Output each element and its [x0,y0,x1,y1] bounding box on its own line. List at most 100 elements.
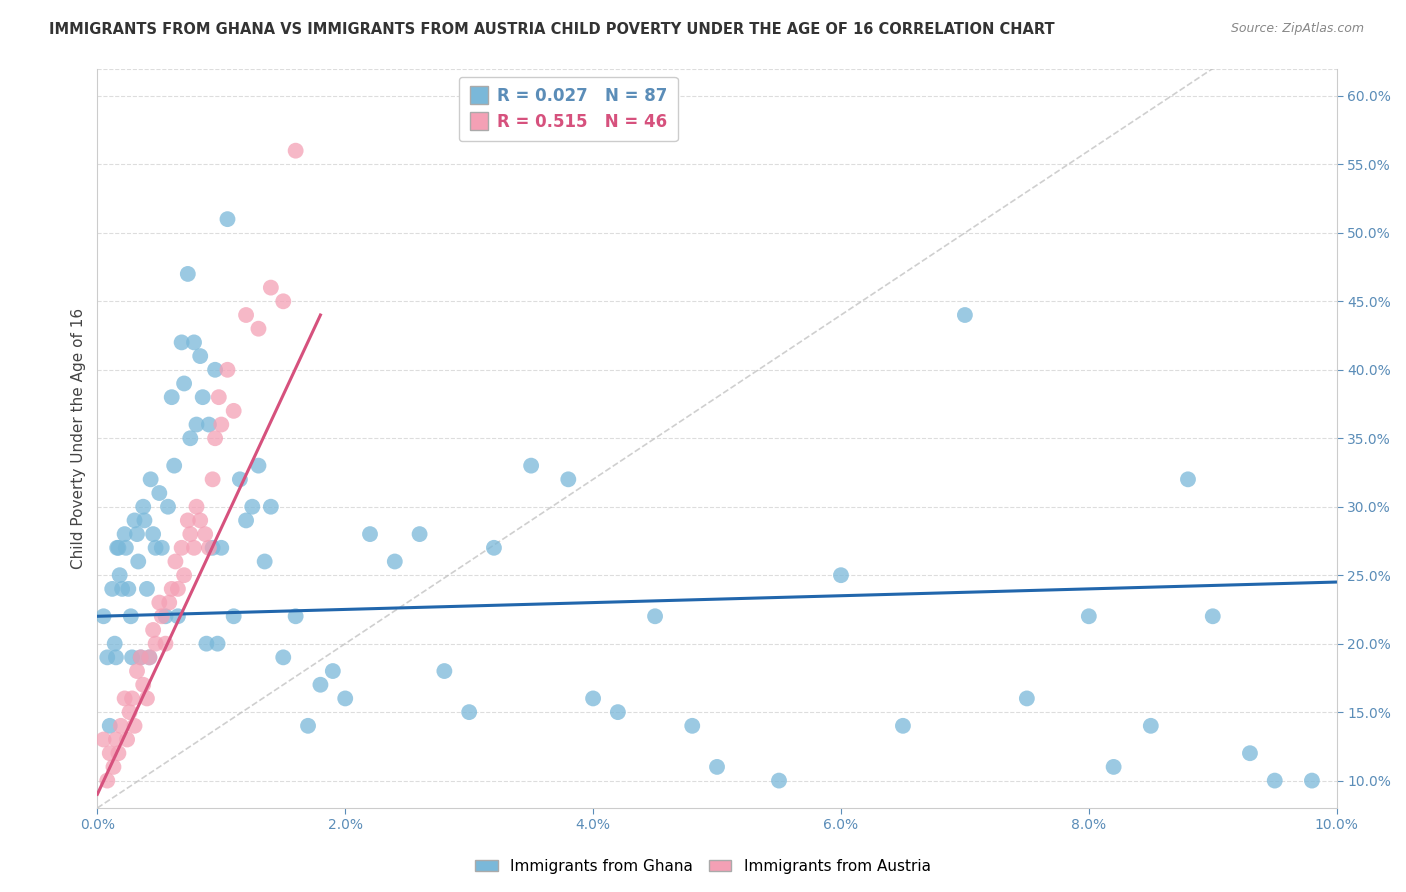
Point [186,417,208,432]
Point [117,582,139,596]
Point [160,390,183,404]
Point [271,650,294,665]
Point [204,363,226,377]
Point [135,582,157,596]
Point [186,500,208,514]
Point [104,732,127,747]
Point [240,500,263,514]
Point [132,678,155,692]
Point [768,773,790,788]
Point [114,527,136,541]
Point [520,458,543,473]
Point [111,582,134,596]
Point [155,637,177,651]
Point [104,637,127,651]
Point [170,335,193,350]
Point [322,664,344,678]
Point [179,527,201,541]
Point [129,650,152,665]
Point [173,376,195,391]
Point [188,513,211,527]
Legend: Immigrants from Ghana, Immigrants from Austria: Immigrants from Ghana, Immigrants from A… [470,853,936,880]
Point [891,719,914,733]
Point [163,458,186,473]
Text: IMMIGRANTS FROM GHANA VS IMMIGRANTS FROM AUSTRIA CHILD POVERTY UNDER THE AGE OF : IMMIGRANTS FROM GHANA VS IMMIGRANTS FROM… [49,22,1054,37]
Point [173,568,195,582]
Point [384,554,406,568]
Point [1077,609,1099,624]
Point [177,513,200,527]
Point [198,417,221,432]
Point [93,609,115,624]
Point [124,513,146,527]
Point [195,637,218,651]
Point [138,650,160,665]
Point [132,500,155,514]
Point [127,554,149,568]
Point [209,417,232,432]
Point [101,582,124,596]
Point [110,719,132,733]
Point [150,609,173,624]
Point [606,705,628,719]
Point [120,609,142,624]
Point [148,486,170,500]
Point [98,719,121,733]
Point [98,746,121,760]
Text: Source: ZipAtlas.com: Source: ZipAtlas.com [1230,22,1364,36]
Point [953,308,976,322]
Point [482,541,505,555]
Point [458,705,481,719]
Point [150,541,173,555]
Point [138,650,160,665]
Point [557,472,579,486]
Legend: R = 0.027   N = 87, R = 0.515   N = 46: R = 0.027 N = 87, R = 0.515 N = 46 [458,77,678,141]
Point [235,308,257,322]
Point [284,144,307,158]
Point [121,650,143,665]
Point [107,541,129,555]
Point [217,363,239,377]
Point [217,212,239,227]
Point [170,541,193,555]
Point [1015,691,1038,706]
Point [284,609,307,624]
Point [198,541,221,555]
Point [96,773,118,788]
Point [142,623,165,637]
Point [1102,760,1125,774]
Point [103,760,125,774]
Point [156,500,179,514]
Point [408,527,430,541]
Point [124,719,146,733]
Point [183,541,205,555]
Point [157,596,180,610]
Point [706,760,728,774]
Point [1301,773,1323,788]
Point [1264,773,1286,788]
Point [105,541,128,555]
Point [167,609,190,624]
Point [201,472,224,486]
Point [222,609,245,624]
Point [134,513,156,527]
Point [145,541,167,555]
Point [145,637,167,651]
Point [135,691,157,706]
Point [1177,472,1199,486]
Point [830,568,852,582]
Point [188,349,211,363]
Point [209,541,232,555]
Point [139,472,162,486]
Point [260,280,283,294]
Point [114,691,136,706]
Point [194,527,217,541]
Point [681,719,703,733]
Point [208,390,231,404]
Point [297,719,319,733]
Point [183,335,205,350]
Point [160,582,183,596]
Point [125,664,148,678]
Point [142,527,165,541]
Point [191,390,214,404]
